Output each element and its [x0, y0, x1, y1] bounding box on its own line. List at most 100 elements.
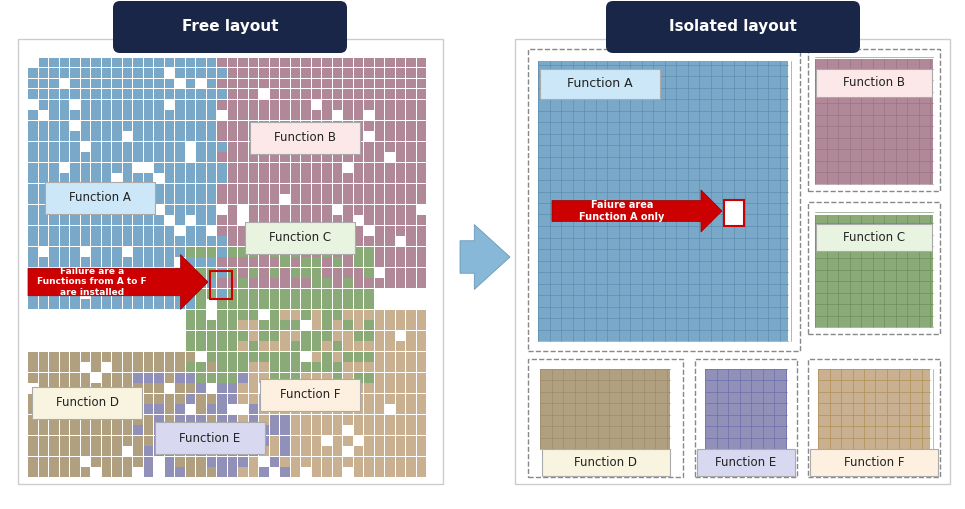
Bar: [259, 446, 268, 456]
Bar: [343, 247, 352, 257]
Bar: [185, 426, 195, 435]
Bar: [385, 278, 395, 288]
Bar: [249, 58, 259, 68]
Bar: [28, 121, 38, 130]
Bar: [312, 278, 321, 288]
Bar: [364, 342, 373, 351]
Bar: [207, 121, 216, 130]
Bar: [28, 383, 38, 393]
Bar: [28, 174, 38, 183]
Bar: [185, 90, 195, 99]
Bar: [333, 299, 343, 309]
Bar: [312, 236, 321, 246]
Bar: [196, 174, 206, 183]
Bar: [406, 194, 416, 204]
Bar: [164, 152, 174, 162]
Bar: [280, 110, 290, 120]
Bar: [374, 258, 384, 267]
Bar: [343, 215, 352, 225]
Bar: [343, 184, 352, 193]
Bar: [228, 90, 237, 99]
Bar: [49, 142, 59, 152]
Bar: [374, 467, 384, 477]
Bar: [123, 373, 132, 382]
Bar: [249, 236, 259, 246]
Bar: [217, 205, 227, 214]
Bar: [70, 394, 80, 404]
Bar: [28, 247, 38, 257]
Bar: [312, 415, 321, 425]
Bar: [133, 247, 143, 257]
Bar: [238, 310, 248, 320]
Bar: [364, 278, 373, 288]
Bar: [39, 226, 48, 236]
Bar: [144, 110, 153, 120]
Bar: [322, 278, 332, 288]
Bar: [101, 121, 111, 130]
Bar: [60, 90, 69, 99]
Bar: [207, 131, 216, 141]
Bar: [312, 383, 321, 393]
Bar: [697, 449, 795, 476]
Bar: [269, 342, 279, 351]
Bar: [133, 394, 143, 404]
Bar: [333, 426, 343, 435]
Bar: [144, 415, 153, 425]
Bar: [259, 174, 268, 183]
Bar: [164, 415, 174, 425]
Bar: [312, 457, 321, 467]
Bar: [385, 383, 395, 393]
Bar: [343, 100, 352, 109]
Bar: [228, 174, 237, 183]
Bar: [133, 373, 143, 382]
Bar: [112, 289, 122, 298]
Bar: [353, 342, 363, 351]
Bar: [217, 258, 227, 267]
Bar: [406, 163, 416, 173]
Bar: [312, 426, 321, 435]
Bar: [28, 205, 38, 214]
Bar: [406, 90, 416, 99]
Bar: [364, 467, 373, 477]
Bar: [175, 289, 184, 298]
Bar: [364, 310, 373, 320]
Bar: [217, 342, 227, 351]
Bar: [259, 342, 268, 351]
Bar: [28, 194, 38, 204]
Bar: [301, 467, 311, 477]
Bar: [196, 436, 206, 445]
Bar: [164, 79, 174, 89]
Bar: [91, 68, 100, 78]
Bar: [49, 236, 59, 246]
Bar: [133, 436, 143, 445]
Bar: [91, 121, 100, 130]
Bar: [123, 415, 132, 425]
Bar: [101, 205, 111, 214]
Bar: [249, 100, 259, 109]
Bar: [259, 163, 268, 173]
Bar: [28, 394, 38, 404]
Bar: [396, 404, 405, 414]
Bar: [343, 436, 352, 445]
Bar: [101, 100, 111, 109]
Bar: [112, 404, 122, 414]
Bar: [80, 394, 90, 404]
Bar: [70, 278, 80, 288]
Bar: [60, 68, 69, 78]
Bar: [164, 436, 174, 445]
Bar: [196, 236, 206, 246]
Bar: [144, 268, 153, 277]
Bar: [133, 90, 143, 99]
Bar: [333, 383, 343, 393]
Bar: [280, 226, 290, 236]
Bar: [217, 394, 227, 404]
Bar: [374, 310, 384, 320]
Bar: [101, 362, 111, 372]
Bar: [123, 394, 132, 404]
Bar: [101, 404, 111, 414]
Bar: [406, 362, 416, 372]
Bar: [280, 163, 290, 173]
Bar: [333, 121, 343, 130]
Bar: [207, 163, 216, 173]
Bar: [80, 467, 90, 477]
